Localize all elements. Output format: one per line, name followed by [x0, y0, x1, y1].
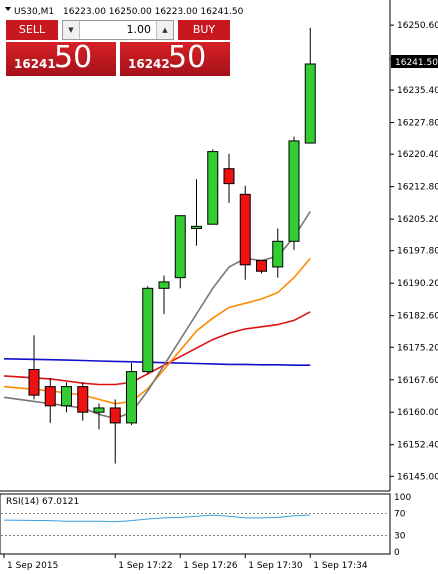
lot-size-value[interactable]: 1.00 — [126, 23, 152, 36]
bearish-candle-body — [256, 260, 267, 272]
bullish-candle-body — [126, 371, 137, 424]
bearish-candle-body — [223, 168, 235, 185]
price-axis-label: 16182.60 — [397, 312, 438, 322]
bullish-candle-body — [304, 63, 316, 144]
candle — [61, 382, 72, 413]
moving-average-line — [3, 358, 311, 367]
price-axis-label: 16160.00 — [397, 408, 438, 418]
sell-price-pips: 50 — [54, 40, 93, 75]
candle — [191, 179, 202, 246]
lot-size-field[interactable]: ▼ 1.00 ▲ — [62, 20, 174, 40]
bullish-candle-body — [142, 287, 154, 373]
candle — [223, 153, 235, 203]
bearish-candle-body — [44, 386, 56, 407]
price-axis-label: 16227.80 — [397, 119, 438, 129]
bullish-candle-body — [191, 225, 202, 229]
header-symbol: US30,M1 — [14, 7, 54, 17]
rsi-axis: 100 70 30 0 — [394, 493, 411, 558]
bullish-candle-body — [61, 386, 72, 407]
candle — [142, 286, 154, 374]
price-axis-label: 16250.60 — [397, 21, 438, 31]
time-axis-label: 1 Sep 17:30 — [248, 561, 303, 571]
one-click-trading-panel: SELL ▼ 1.00 ▲ BUY 16241 50 16242 50 — [6, 20, 230, 76]
rsi-panel: RSI(14) 67.0121 100 70 30 0 — [0, 493, 411, 558]
candle — [239, 185, 251, 280]
bullish-candle-body — [174, 215, 186, 279]
bullish-candle-body — [288, 140, 300, 242]
rsi-levels — [1, 513, 389, 536]
candle — [288, 136, 300, 250]
header-ohlc: 16223.00 16250.00 16223.00 16241.50 — [63, 7, 244, 17]
buy-price-box[interactable]: 16242 50 — [120, 40, 230, 76]
candle — [28, 335, 40, 400]
buy-price-prefix: 16242 — [128, 57, 170, 71]
rsi-axis-label: 0 — [394, 548, 400, 558]
candle — [304, 27, 316, 144]
bullish-candle-body — [207, 151, 219, 225]
bullish-candle-body — [158, 281, 170, 289]
buy-price-pips: 50 — [168, 40, 207, 75]
sell-price-box[interactable]: 16241 50 — [6, 40, 116, 76]
candle — [93, 403, 105, 430]
rsi-axis-label: 100 — [394, 493, 411, 503]
price-axis-label: 16205.20 — [397, 215, 438, 225]
candlesticks — [28, 27, 316, 464]
current-price-label: 16241.50 — [395, 58, 438, 68]
rsi-title: RSI(14) 67.0121 — [6, 497, 79, 507]
candle — [158, 275, 170, 314]
candle — [272, 228, 284, 278]
time-axis: 1 Sep 2015 1 Sep 17:22 1 Sep 17:26 1 Sep 17… — [3, 554, 368, 571]
buy-button[interactable]: BUY — [178, 20, 230, 40]
rsi-line — [3, 514, 311, 523]
price-axis-label: 16167.60 — [397, 376, 438, 386]
moving-average-line — [3, 311, 311, 386]
candle — [109, 399, 121, 464]
time-axis-label: 1 Sep 17:26 — [183, 561, 238, 571]
time-axis-label: 1 Sep 17:22 — [118, 561, 172, 571]
price-axis-label: 16212.80 — [397, 183, 438, 193]
sell-button[interactable]: SELL — [6, 20, 58, 40]
price-chart: 16250.6016242.7016235.4016227.8016220.40… — [0, 0, 438, 492]
candle — [256, 260, 267, 274]
sell-price-prefix: 16241 — [14, 57, 56, 71]
price-axis-label: 16145.00 — [397, 472, 438, 482]
candle — [174, 215, 186, 289]
candle — [207, 149, 219, 225]
chart-menu-arrow-icon[interactable] — [5, 7, 11, 11]
bearish-candle-body — [28, 369, 40, 396]
bullish-candle-body — [272, 240, 284, 268]
price-axis-label: 16152.40 — [397, 441, 438, 451]
price-axis-label: 16190.20 — [397, 279, 438, 289]
candle — [44, 378, 56, 423]
price-axis-label: 16175.20 — [397, 343, 438, 353]
bullish-candle-body — [93, 407, 105, 413]
rsi-panel-frame — [0, 493, 391, 555]
candle — [77, 382, 89, 421]
rsi-axis-label: 30 — [394, 532, 406, 542]
bearish-candle-body — [109, 407, 121, 424]
lot-increase-arrow-icon[interactable]: ▲ — [156, 21, 173, 39]
bearish-candle-body — [239, 193, 251, 266]
lot-decrease-arrow-icon[interactable]: ▼ — [63, 21, 80, 39]
rsi-axis-label: 70 — [394, 510, 406, 520]
current-price-marker — [391, 55, 438, 68]
time-axis-label: 1 Sep 17:34 — [313, 561, 368, 571]
price-axis: 16250.6016242.7016235.4016227.8016220.40… — [390, 21, 438, 482]
bearish-candle-body — [77, 386, 89, 413]
time-axis-label: 1 Sep 2015 — [7, 561, 58, 571]
price-axis-label: 16197.80 — [397, 247, 438, 257]
candle — [126, 363, 137, 426]
price-axis-label: 16220.40 — [397, 150, 438, 160]
price-axis-label: 16235.40 — [397, 86, 438, 96]
